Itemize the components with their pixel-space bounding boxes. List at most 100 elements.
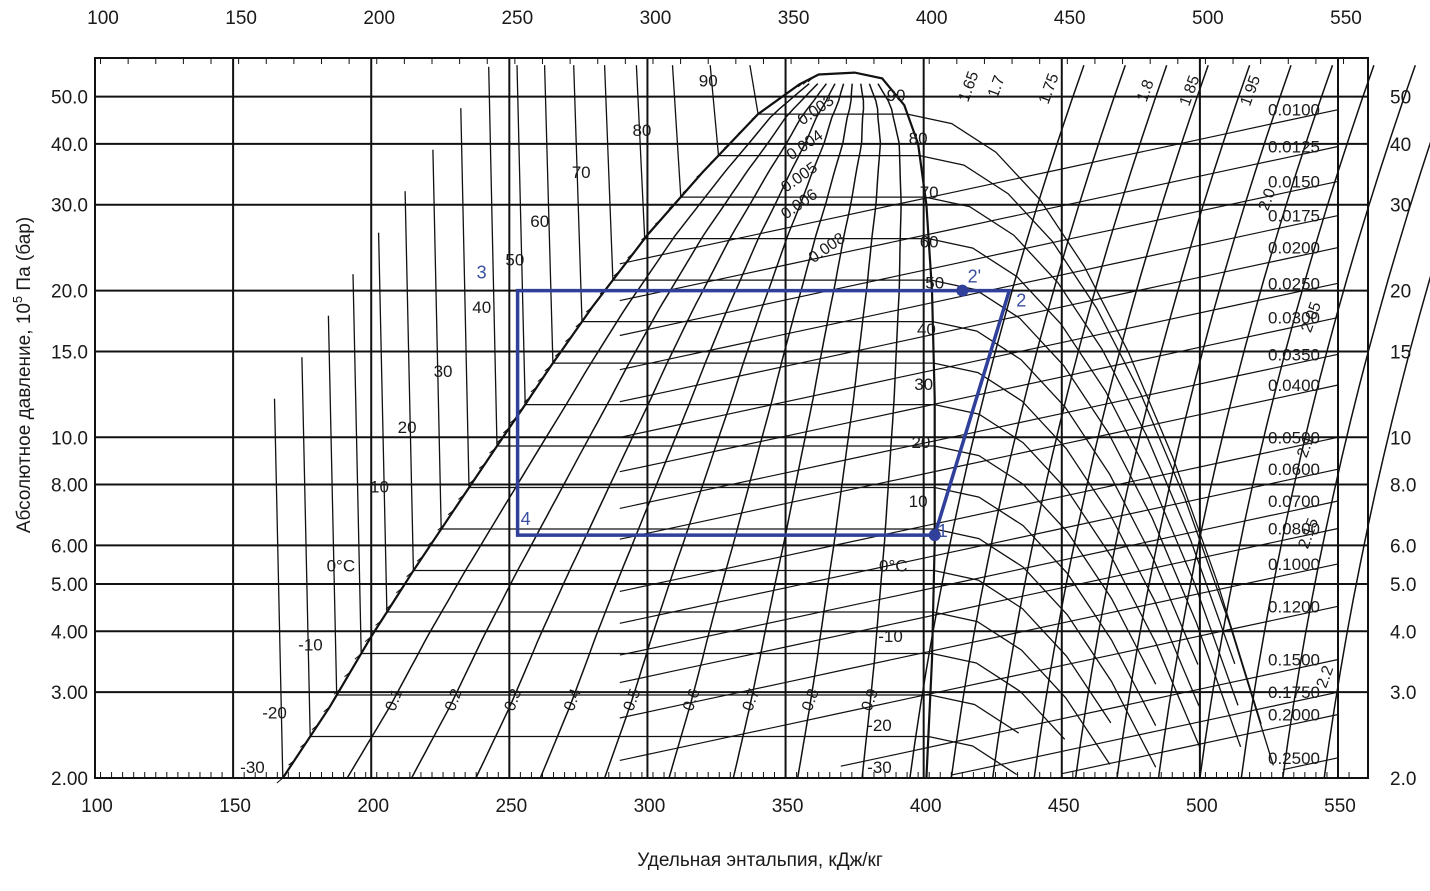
quality-label: 0.8	[799, 687, 823, 714]
isochore-line	[619, 436, 1339, 592]
entropy-label: 1.8	[1134, 77, 1158, 104]
y-tick-label-left: 20.0	[51, 282, 88, 303]
isochore-line	[1061, 713, 1339, 775]
y-tick-label-left: 5.00	[51, 575, 88, 596]
x-tick-label-bottom: 500	[1186, 796, 1218, 817]
vapor-temperature-label: 20	[911, 433, 930, 452]
saturation-hatch	[447, 509, 455, 516]
isentrope-line	[991, 64, 1168, 779]
specific-volume-label: 0.0100	[1268, 101, 1320, 120]
entropy-label: 1.95	[1238, 73, 1265, 108]
x-tick-label-bottom: 400	[910, 796, 942, 817]
saturation-hatch	[354, 653, 362, 660]
isotherm-line	[432, 149, 1157, 768]
saturation-hatch	[530, 386, 538, 393]
y-tick-label-left: 15.0	[51, 342, 88, 363]
saturation-hatch	[565, 336, 572, 342]
saturation-hatch	[575, 321, 583, 328]
saturation-hatch	[489, 447, 496, 454]
saturation-hatch	[537, 376, 545, 382]
y-tick-label-right: 8.0	[1390, 476, 1416, 497]
isentrope-line	[1157, 64, 1334, 779]
x-tick-label-top: 350	[778, 8, 810, 29]
vapor-temperature-label: 40	[917, 320, 936, 339]
vapor-temperature-label: -20	[867, 716, 892, 735]
saturation-hatch	[323, 706, 331, 713]
saturation-hatch	[793, 83, 800, 90]
x-tick-label-top: 300	[640, 8, 672, 29]
cycle-point-label: 1	[938, 521, 948, 541]
vapor-temperature-label: 70	[920, 183, 939, 202]
vapor-temperature-label: 80	[909, 129, 928, 148]
saturation-hatch	[406, 571, 413, 578]
y-tick-label-right: 4.0	[1390, 622, 1416, 643]
vapor-temperature-label: 30	[914, 375, 933, 394]
liquid-temperature-label: -10	[298, 636, 323, 655]
isotherm-line	[671, 65, 1236, 665]
isotherm-line	[273, 398, 927, 779]
x-tick-label-bottom: 250	[495, 796, 527, 817]
specific-volume-label: 0.0125	[1268, 137, 1320, 156]
saturation-hatch	[385, 603, 393, 610]
saturation-hatch	[288, 759, 295, 766]
y-tick-label-left: 50.0	[51, 88, 88, 109]
quality-line	[861, 83, 902, 779]
liquid-temperature-label: 30	[434, 362, 453, 381]
y-tick-label-left: 4.00	[51, 622, 88, 643]
saturation-hatch	[668, 203, 676, 209]
isolines	[273, 64, 1430, 779]
isentrope-line	[1240, 64, 1417, 779]
x-tick-label-top: 200	[363, 8, 395, 29]
saturation-hatch	[311, 724, 319, 730]
y-tick-label-right: 30	[1390, 196, 1411, 217]
saturation-dome	[276, 71, 936, 784]
vapor-temperature-label: 60	[920, 233, 939, 252]
isochore-line	[840, 658, 1339, 767]
y-tick-label-right: 3.0	[1390, 683, 1416, 704]
vapor-temperature-label: 0°C	[879, 557, 908, 576]
quality-label: 0.3	[502, 687, 526, 714]
refrigeration-cycle: 1 2 2' 3 4	[477, 263, 1026, 542]
quality-line	[410, 83, 819, 779]
vapor-temperature-label: 10	[909, 492, 928, 511]
saturation-hatch	[416, 555, 424, 562]
cycle-point-label: 2	[1016, 291, 1026, 311]
grid	[94, 57, 1369, 779]
isochore-line	[619, 353, 1339, 509]
isochore-line	[619, 282, 1339, 438]
quality-label: 0.6	[680, 687, 704, 714]
saturation-hatch	[503, 427, 510, 434]
isotherm-line	[573, 65, 1199, 665]
y-tick-label-left: 40.0	[51, 135, 88, 156]
y-tick-label-right: 5.0	[1390, 575, 1416, 596]
quality-line	[796, 83, 882, 779]
y-axis-title: Абсолютное давление, 105 Па (бар)	[10, 217, 35, 533]
y-axis-title-main: Абсолютное давление, 10	[14, 303, 35, 533]
isotherm-line	[543, 65, 1200, 707]
liquid-temperature-label: 50	[505, 251, 524, 270]
cycle-point-2prime	[956, 284, 969, 297]
saturation-hatch	[641, 234, 648, 241]
entropy-label: 2.1	[1294, 433, 1318, 460]
isochore-line	[619, 180, 1339, 337]
x-tick-label-top: 550	[1330, 8, 1362, 29]
y-tick-label-left: 10.0	[51, 428, 88, 449]
x-tick-label-bottom: 200	[357, 796, 389, 817]
saturation-hatch	[802, 78, 810, 85]
isochore-line	[619, 247, 1339, 403]
saturation-hatch	[344, 671, 351, 678]
isoline-labels: 0.1 0.2 0.3 0.4 0.5 0.6 0.7 0.8 0.9 1.65 1.7 1.75 1.…	[240, 69, 1337, 777]
saturation-hatch	[585, 306, 593, 313]
isotherm-line	[516, 65, 1201, 748]
entropy-label: 2.0	[1256, 186, 1280, 213]
saturation-hatch	[375, 620, 382, 626]
x-tick-label-top: 450	[1054, 8, 1086, 29]
isochore-line	[619, 109, 1339, 265]
y-tick-label-right: 6.0	[1390, 536, 1416, 557]
quality-label: 0.9	[859, 687, 883, 714]
x-tick-label-top: 150	[225, 8, 257, 29]
specific-volume-label: 0.0300	[1268, 309, 1320, 328]
isentrope-line	[1033, 64, 1209, 779]
saturation-hatch	[364, 636, 372, 643]
